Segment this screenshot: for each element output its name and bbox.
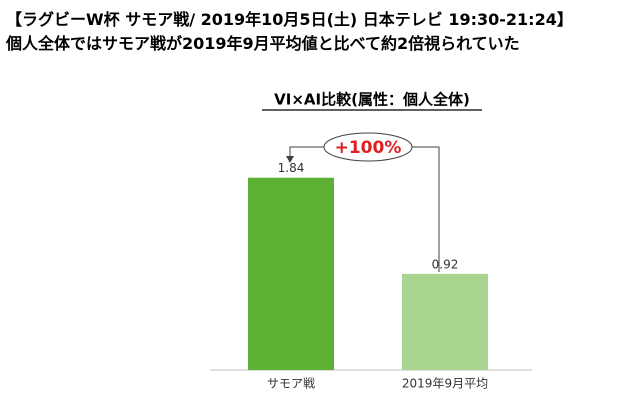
header-line: 個人全体ではサモア戦が2019年9月平均値と比べて約2倍視られていた bbox=[6, 34, 520, 53]
header-line: 【ラグビーW杯 サモア戦/ 2019年10月5日(土) 日本テレビ 19:30-… bbox=[6, 10, 573, 29]
connector bbox=[289, 146, 325, 158]
annotation-ellipse bbox=[323, 132, 413, 162]
bar bbox=[248, 177, 334, 370]
x-tick-label: サモア戦 bbox=[267, 377, 315, 391]
x-tick-label: 2019年9月平均 bbox=[402, 377, 488, 391]
value-label: 1.84 bbox=[278, 161, 305, 175]
annotation: +100% bbox=[335, 138, 402, 158]
arrow-head bbox=[286, 156, 294, 163]
value-label: 0.92 bbox=[432, 257, 459, 271]
bar bbox=[402, 273, 488, 370]
chart-title: VI×AI比較(属性：個人全体) bbox=[274, 91, 470, 109]
connector bbox=[412, 146, 440, 272]
